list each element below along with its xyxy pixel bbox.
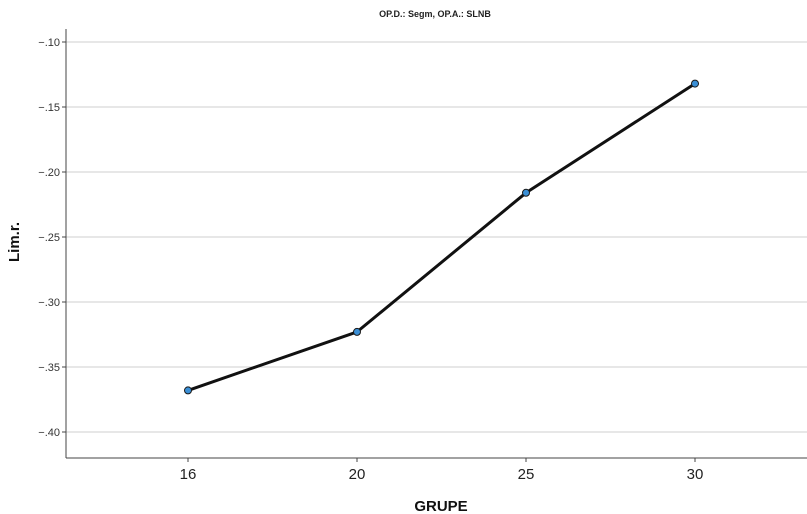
chart-title: OP.D.: Segm, OP.A.: SLNB (379, 9, 491, 19)
y-tick-label: −.15 (38, 102, 60, 114)
series-line (186, 82, 697, 392)
y-tick-label: −.40 (38, 427, 60, 439)
data-point (522, 188, 530, 197)
x-tick-label: 20 (349, 466, 366, 483)
x-tick-labels: 16 20 25 30 (180, 458, 704, 483)
y-tick-label: −.30 (38, 297, 60, 309)
y-axis-label: Lim.r. (6, 222, 23, 262)
x-tick-label: 16 (180, 466, 197, 483)
grid-lines (66, 41, 807, 433)
y-tick-label: −.20 (38, 167, 60, 179)
y-tick-labels: −.10 −.15 −.20 −.25 −.30 −.35 −.40 (38, 37, 66, 439)
data-point (353, 327, 361, 336)
x-tick-label: 25 (518, 466, 535, 483)
x-tick-label: 30 (687, 466, 704, 483)
data-point (184, 386, 192, 395)
y-tick-label: −.25 (38, 232, 60, 244)
data-point (691, 79, 699, 88)
y-tick-label: −.35 (38, 362, 60, 374)
axes (65, 29, 807, 459)
x-axis-label: GRUPE (414, 498, 467, 514)
y-tick-label: −.10 (38, 37, 60, 49)
series-group (184, 79, 699, 395)
